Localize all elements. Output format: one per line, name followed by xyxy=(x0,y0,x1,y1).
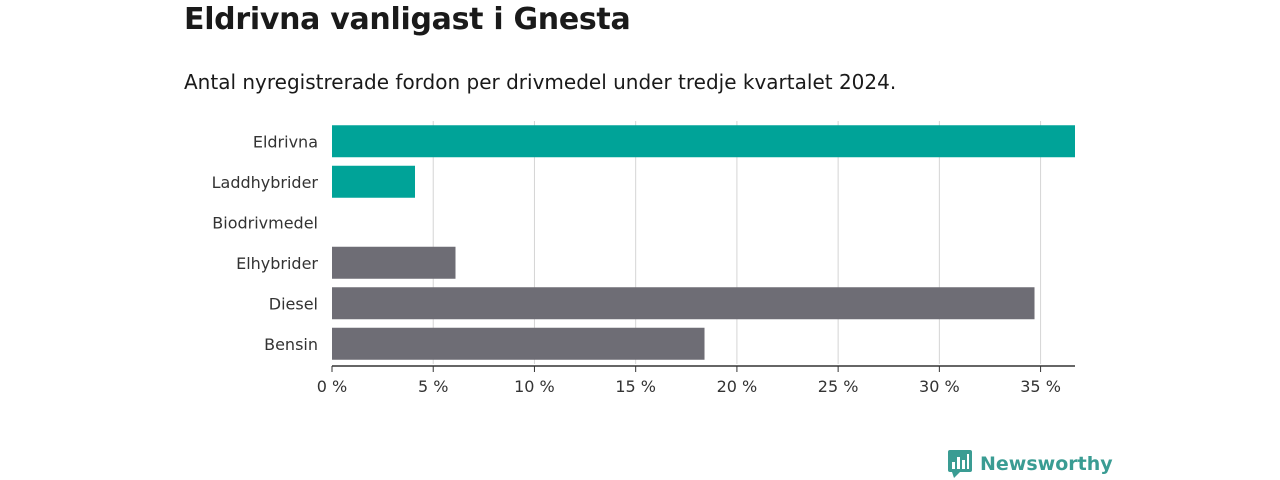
chart-subtitle: Antal nyregistrerade fordon per drivmede… xyxy=(184,70,897,94)
category-label: Diesel xyxy=(269,294,318,313)
newsworthy-logo: Newsworthy xyxy=(948,450,1113,478)
bar xyxy=(332,287,1035,320)
bar xyxy=(332,165,416,198)
bar xyxy=(332,327,705,360)
newsworthy-icon xyxy=(948,450,972,478)
x-tick-label: 10 % xyxy=(514,377,555,396)
x-tick-label: 5 % xyxy=(418,377,448,396)
x-tick-label: 15 % xyxy=(615,377,656,396)
category-label: Laddhybrider xyxy=(212,173,319,192)
category-label: Bensin xyxy=(264,335,318,354)
x-tick-label: 30 % xyxy=(919,377,960,396)
category-label: Biodrivmedel xyxy=(212,213,318,232)
chart-title: Eldrivna vanligast i Gnesta xyxy=(184,2,631,37)
x-tick-label: 20 % xyxy=(717,377,758,396)
bar xyxy=(332,125,1075,158)
x-tick-label: 25 % xyxy=(818,377,859,396)
x-tick-label: 0 % xyxy=(317,377,347,396)
x-tick-label: 35 % xyxy=(1020,377,1061,396)
category-label: Eldrivna xyxy=(253,132,318,151)
brand-name: Newsworthy xyxy=(980,453,1113,475)
category-label: Elhybrider xyxy=(236,254,318,273)
bar xyxy=(332,246,456,279)
